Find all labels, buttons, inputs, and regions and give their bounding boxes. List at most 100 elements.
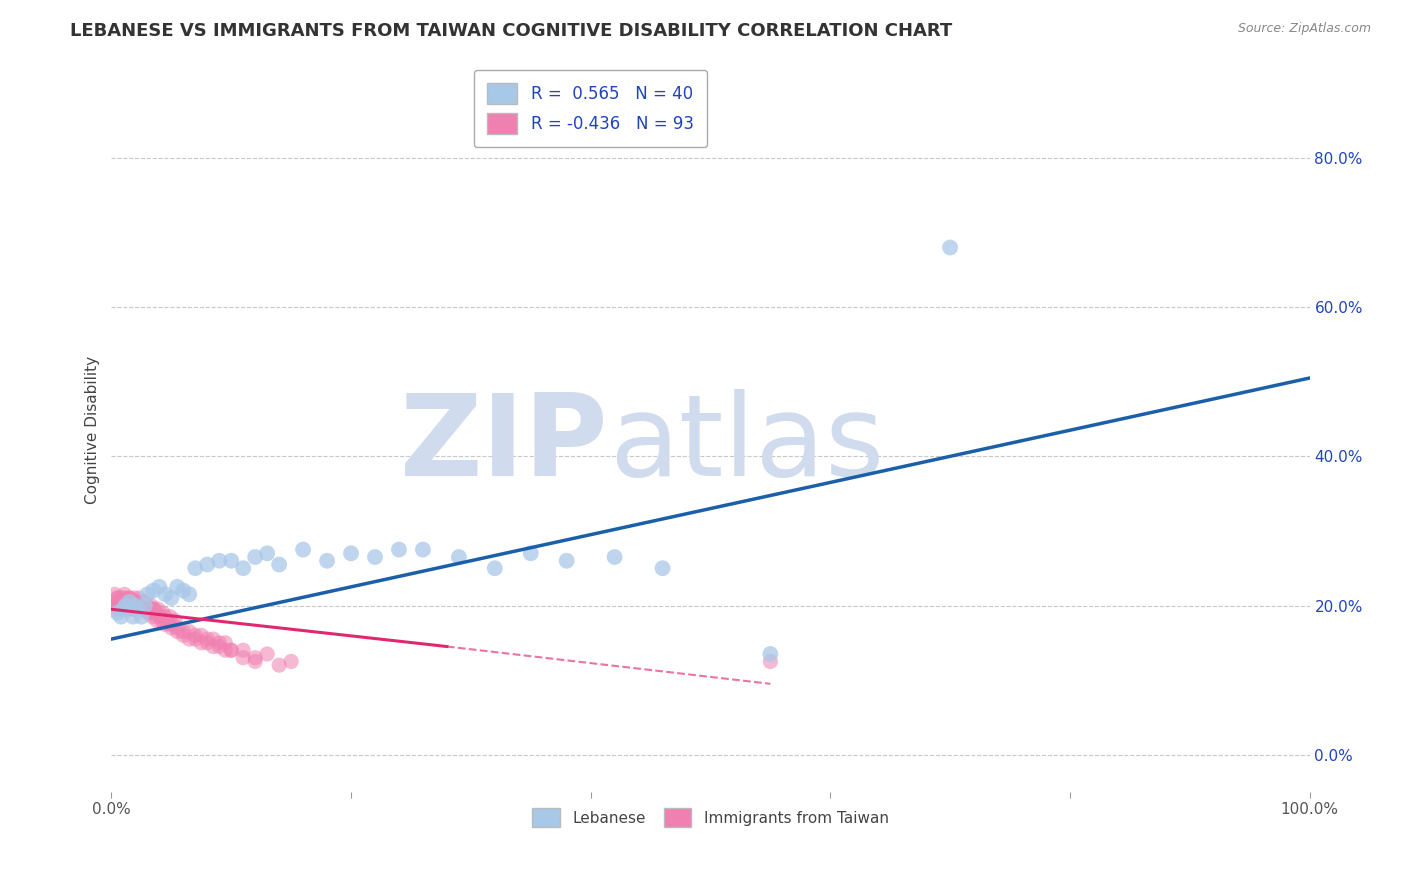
Point (152, 606, 174, 620)
Point (118, 591, 141, 605)
Point (114, 599, 136, 613)
Point (155, 587, 177, 601)
Point (115, 602, 138, 616)
Point (208, 640, 231, 654)
Point (208, 554, 231, 568)
Point (142, 602, 165, 616)
Point (122, 595, 145, 609)
Point (256, 546, 278, 560)
Point (166, 580, 188, 594)
Point (172, 628, 194, 642)
Point (136, 587, 159, 601)
Point (131, 599, 153, 613)
Point (136, 606, 159, 620)
Point (128, 591, 150, 605)
Point (555, 554, 578, 568)
Point (447, 549, 470, 564)
Text: Source: ZipAtlas.com: Source: ZipAtlas.com (1237, 22, 1371, 36)
Point (519, 546, 541, 560)
Point (179, 587, 201, 601)
Point (179, 632, 201, 646)
Point (111, 599, 134, 613)
Point (219, 554, 242, 568)
Point (129, 602, 152, 616)
Point (114, 587, 136, 601)
Point (160, 621, 183, 635)
Point (146, 614, 169, 628)
Point (142, 583, 165, 598)
Point (155, 614, 177, 628)
Point (759, 655, 782, 669)
Point (134, 599, 156, 613)
Point (232, 650, 254, 665)
Point (127, 602, 149, 616)
Point (160, 591, 183, 605)
Point (124, 599, 146, 613)
Point (155, 609, 177, 624)
Point (939, 240, 962, 254)
Point (135, 599, 157, 613)
Legend: Lebanese, Immigrants from Taiwan: Lebanese, Immigrants from Taiwan (524, 800, 896, 835)
Text: LEBANESE VS IMMIGRANTS FROM TAIWAN COGNITIVE DISABILITY CORRELATION CHART: LEBANESE VS IMMIGRANTS FROM TAIWAN COGNI… (70, 22, 952, 40)
Point (122, 591, 145, 605)
Point (107, 591, 129, 605)
Point (131, 595, 153, 609)
Point (412, 542, 434, 557)
Point (195, 558, 218, 572)
Point (156, 614, 179, 628)
Point (122, 602, 145, 616)
Point (759, 647, 782, 661)
Point (114, 591, 136, 605)
Point (104, 599, 127, 613)
Point (190, 628, 212, 642)
Point (139, 599, 162, 613)
Point (118, 595, 141, 609)
Point (388, 542, 411, 557)
Point (184, 632, 207, 646)
Point (484, 561, 506, 575)
Point (124, 599, 146, 613)
Point (364, 549, 387, 564)
Point (125, 595, 148, 609)
Point (269, 658, 291, 673)
Point (243, 549, 266, 564)
Point (141, 609, 163, 624)
Point (232, 561, 254, 575)
Y-axis label: Cognitive Disability: Cognitive Disability (86, 356, 100, 504)
Point (603, 549, 626, 564)
Point (110, 595, 132, 609)
Point (184, 561, 207, 575)
Point (114, 599, 136, 613)
Point (162, 617, 184, 632)
Point (214, 636, 236, 650)
Point (166, 621, 188, 635)
Point (651, 561, 673, 575)
Point (148, 580, 170, 594)
Point (243, 655, 266, 669)
Point (172, 583, 194, 598)
Point (145, 606, 167, 620)
Point (292, 542, 315, 557)
Point (208, 636, 231, 650)
Point (127, 602, 149, 616)
Point (219, 643, 242, 657)
Point (149, 609, 172, 624)
Point (146, 602, 169, 616)
Point (219, 643, 242, 657)
Point (316, 554, 339, 568)
Point (184, 628, 207, 642)
Point (280, 655, 302, 669)
Point (202, 632, 225, 646)
Point (125, 595, 148, 609)
Text: atlas: atlas (609, 389, 884, 500)
Point (104, 587, 127, 601)
Point (103, 602, 125, 616)
Point (159, 609, 181, 624)
Point (117, 595, 139, 609)
Point (148, 609, 170, 624)
Text: ZIP: ZIP (401, 389, 609, 500)
Point (179, 624, 201, 639)
Point (157, 617, 180, 632)
Point (128, 599, 150, 613)
Point (110, 609, 132, 624)
